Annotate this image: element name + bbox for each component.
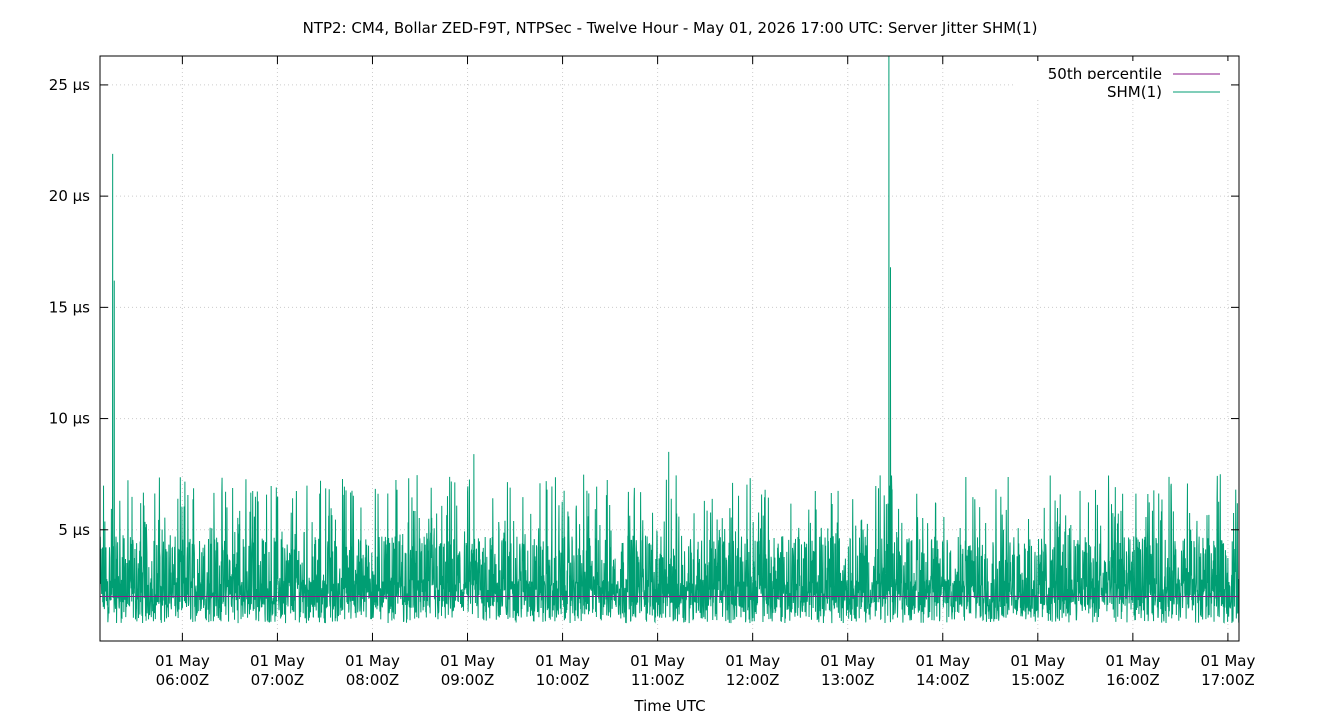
- plot-frame: [99, 55, 1240, 642]
- x-tick-label-date: 01 May: [1010, 652, 1065, 670]
- y-tick-label: 15 µs: [49, 298, 90, 316]
- chart-title: NTP2: CM4, Bollar ZED-F9T, NTPSec - Twel…: [302, 19, 1038, 37]
- x-tick-label-date: 01 May: [1200, 652, 1255, 670]
- x-tick-label-date: 01 May: [345, 652, 400, 670]
- x-tick-label-date: 01 May: [440, 652, 495, 670]
- x-tick-label-time: 16:00Z: [1106, 671, 1160, 689]
- x-tick-label-date: 01 May: [155, 652, 210, 670]
- x-tick-label-time: 11:00Z: [631, 671, 685, 689]
- x-tick-label-date: 01 May: [820, 652, 875, 670]
- x-tick-label-date: 01 May: [630, 652, 685, 670]
- x-tick-label-time: 17:00Z: [1201, 671, 1255, 689]
- y-tick-label: 5 µs: [58, 521, 90, 539]
- x-tick-label-time: 12:00Z: [726, 671, 780, 689]
- x-tick-label-time: 10:00Z: [536, 671, 590, 689]
- series-shm1-line: [99, 55, 1240, 624]
- x-tick-label-time: 06:00Z: [156, 671, 210, 689]
- x-tick-label-time: 09:00Z: [441, 671, 495, 689]
- x-axis-label: Time UTC: [634, 697, 706, 715]
- x-tick-label-date: 01 May: [725, 652, 780, 670]
- x-tick-label-date: 01 May: [535, 652, 590, 670]
- x-tick-label-date: 01 May: [915, 652, 970, 670]
- x-tick-label-time: 08:00Z: [346, 671, 400, 689]
- x-tick-label-time: 15:00Z: [1011, 671, 1065, 689]
- x-tick-label-date: 01 May: [250, 652, 305, 670]
- x-tick-label-time: 07:00Z: [251, 671, 305, 689]
- x-tick-label-time: 14:00Z: [916, 671, 970, 689]
- y-tick-label: 10 µs: [49, 410, 90, 428]
- y-tick-label: 20 µs: [49, 187, 90, 205]
- x-tick-label-time: 13:00Z: [821, 671, 875, 689]
- x-tick-label-date: 01 May: [1105, 652, 1160, 670]
- legend-label: SHM(1): [1107, 83, 1162, 101]
- y-tick-label: 25 µs: [49, 76, 90, 94]
- legend-label: 50th percentile: [1048, 65, 1162, 83]
